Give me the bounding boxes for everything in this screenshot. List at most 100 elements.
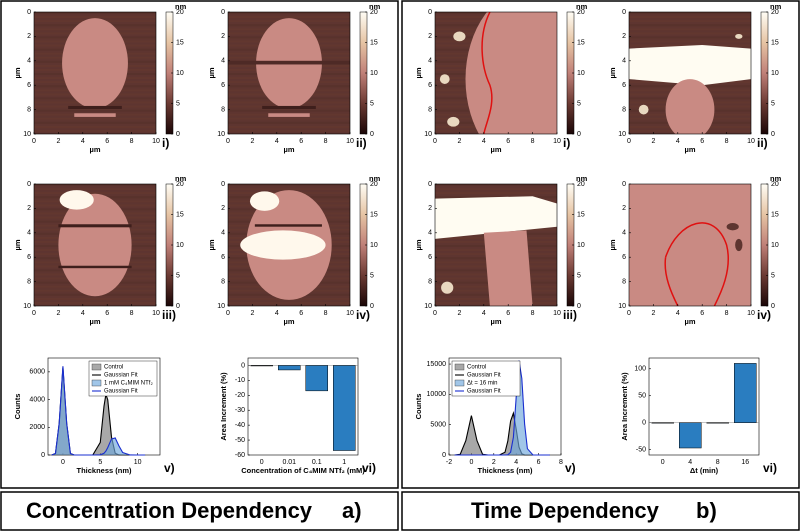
colorbar-tick-label: 15: [577, 39, 585, 46]
afm-feature: [629, 184, 751, 306]
x-tick-label: 0: [627, 138, 631, 145]
x-tick-label: 10: [553, 138, 561, 145]
colorbar-unit: nm: [175, 2, 187, 11]
y-tick-label: 0: [241, 362, 245, 369]
x-tick-label: 2: [56, 138, 60, 145]
y-axis-label: Area Increment (%): [219, 372, 228, 441]
afm-content: [228, 12, 350, 134]
x-tick-label: 2: [457, 138, 461, 145]
scan-line: [34, 192, 156, 195]
y-axis-label: Area Increment (%): [620, 372, 629, 441]
scan-line: [228, 188, 350, 191]
scan-line: [435, 192, 557, 195]
afm-feature: [435, 196, 557, 239]
scan-line: [629, 44, 751, 47]
y-tick-label: 0: [27, 9, 31, 16]
x-axis-label: µm: [685, 145, 696, 154]
x-tick-label: 2: [457, 310, 461, 317]
x-axis-label: µm: [90, 317, 101, 326]
y-tick-label: 4: [622, 58, 626, 65]
x-tick-label: 2: [492, 459, 496, 466]
scan-line: [629, 16, 751, 19]
y-tick-label: -60: [235, 452, 245, 459]
afm-feature: [441, 281, 454, 294]
colorbar-tick-label: 0: [771, 303, 775, 310]
legend-swatch: [91, 379, 102, 387]
x-axis-label: µm: [284, 145, 295, 154]
caption-frame: [0, 491, 399, 531]
x-tick-label: 10: [346, 138, 354, 145]
y-tick-label: 0: [27, 181, 31, 188]
y-tick-label: 6: [27, 82, 31, 89]
y-axis-label: µm: [608, 239, 617, 250]
y-tick-label: 4: [428, 230, 432, 237]
chart: -50 0 50 100 0 4 8 16 Δt (min) Area Increment (%)…: [620, 357, 777, 475]
x-axis-label: Thickness (nm): [477, 466, 533, 475]
afm-feature: [483, 230, 533, 306]
scan-line: [629, 28, 751, 31]
image-label: iv): [757, 308, 771, 322]
y-tick-label: 0: [622, 9, 626, 16]
y-tick-label: 6: [622, 82, 626, 89]
y-tick-label: 4: [27, 58, 31, 65]
bar: [734, 363, 757, 423]
x-tick-label: 16: [741, 459, 749, 466]
y-tick-label: 0: [221, 181, 225, 188]
image-label: ii): [757, 136, 768, 150]
afm-feature: [439, 74, 450, 84]
colorbar-tick-label: 20: [577, 9, 585, 16]
y-tick-label: 10: [424, 131, 432, 138]
legend-label: Control: [467, 365, 486, 371]
caption-frame: [401, 491, 800, 531]
afm-frame: [628, 11, 752, 135]
image-label: iv): [356, 308, 370, 322]
y-axis-label: µm: [414, 239, 423, 250]
x-tick-label: 2: [250, 138, 254, 145]
x-tick-label: 2: [651, 310, 655, 317]
x-axis-label: µm: [685, 317, 696, 326]
y-tick-label: 6: [622, 254, 626, 261]
colorbar-tick-label: 5: [577, 272, 581, 279]
panel-letter: a): [342, 498, 362, 523]
scan-line: [228, 16, 350, 19]
x-tick-label: 10: [134, 459, 142, 466]
afm-frame: [227, 183, 351, 307]
colorbar-tick-label: 5: [577, 100, 581, 107]
colorbar-unit: nm: [576, 2, 588, 11]
colorbar-tick-label: 10: [577, 70, 585, 77]
bar: [278, 365, 301, 371]
x-axis-label: µm: [491, 145, 502, 154]
y-tick-label: -50: [235, 437, 245, 444]
scan-line: [629, 36, 751, 39]
x-tick-label: 10: [152, 138, 160, 145]
x-tick-label: 0: [32, 138, 36, 145]
x-tick-label: 10: [553, 310, 561, 317]
x-tick-label: 6: [105, 138, 109, 145]
afm-frame: [227, 11, 351, 135]
colorbar-unit: nm: [576, 174, 588, 183]
scan-line: [34, 16, 156, 19]
x-tick-label: 1: [342, 459, 346, 466]
afm-feature: [465, 12, 557, 134]
colorbar-tick-label: 10: [771, 70, 779, 77]
colorbar-unit: nm: [369, 174, 381, 183]
y-tick-label: -10: [235, 377, 245, 384]
colorbar-unit: nm: [369, 2, 381, 11]
colorbar-tick-label: 0: [577, 131, 581, 138]
y-tick-label: 6: [428, 254, 432, 261]
x-tick-label: -2: [446, 459, 452, 466]
y-axis-label: Counts: [13, 394, 22, 420]
image-label: iii): [563, 308, 577, 322]
colorbar-tick-label: 15: [176, 39, 184, 46]
scan-line: [34, 297, 156, 300]
afm-content: [34, 184, 156, 306]
x-tick-label: 0: [433, 138, 437, 145]
colorbar-tick-label: 15: [771, 211, 779, 218]
x-axis-label: µm: [90, 145, 101, 154]
y-tick-label: 10: [424, 303, 432, 310]
x-tick-label: 0: [469, 459, 473, 466]
x-tick-label: 0: [226, 310, 230, 317]
